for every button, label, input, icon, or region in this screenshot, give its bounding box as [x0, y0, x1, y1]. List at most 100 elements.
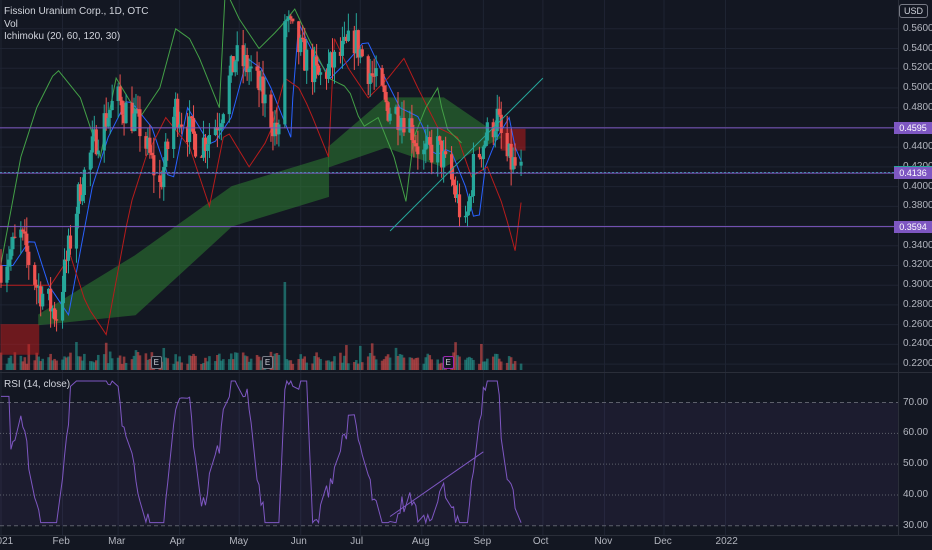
candle-body — [318, 72, 323, 75]
candle-body — [136, 109, 140, 111]
candle-body — [88, 152, 92, 170]
volume-bar — [486, 358, 489, 370]
volume-bar — [249, 358, 253, 370]
rsi-panel — [0, 379, 898, 527]
candle-body — [338, 51, 343, 56]
candle-body — [301, 37, 305, 39]
volume-bar — [247, 361, 251, 370]
earnings-marker[interactable]: E — [150, 356, 162, 369]
earnings-marker[interactable]: E — [442, 356, 454, 369]
volume-bar — [91, 361, 94, 370]
volume-bar — [120, 363, 124, 370]
volume-bar — [214, 361, 217, 370]
candle-body — [64, 259, 69, 261]
candle-body — [465, 211, 470, 216]
rsi-legend[interactable]: RSI (14, close) — [4, 379, 71, 390]
candle-body — [297, 21, 301, 53]
candle-body — [124, 102, 128, 124]
candle-body — [479, 157, 483, 160]
rsi-tick-label: 40.00 — [903, 488, 929, 500]
price-tick-label: 0.4000 — [903, 180, 932, 192]
volume-bar — [472, 359, 475, 370]
candle-body — [249, 66, 253, 69]
volume-legend[interactable]: Vol — [4, 19, 18, 30]
volume-bar — [208, 356, 211, 370]
date-tick-label: Feb — [52, 536, 70, 547]
candle-body — [412, 140, 416, 144]
volume-bar — [245, 356, 249, 370]
candle-body — [269, 94, 273, 128]
volume-bar — [482, 361, 485, 370]
candle-body — [360, 49, 364, 57]
volume-bar — [289, 360, 293, 370]
volume-bar — [102, 354, 106, 370]
candle-body — [305, 49, 309, 71]
candle-body — [291, 18, 295, 22]
candle-body — [96, 150, 100, 155]
candle-body — [7, 259, 11, 267]
volume-bar — [436, 359, 439, 370]
candle-body — [229, 56, 233, 76]
candle-body — [499, 114, 503, 133]
volume-bar — [166, 358, 170, 370]
candle-body — [382, 85, 386, 92]
volume-bar — [317, 357, 320, 370]
trend-line[interactable] — [389, 77, 544, 232]
candle-body — [317, 65, 321, 75]
volume-bar — [202, 362, 205, 370]
rsi-tick-label: 70.00 — [903, 396, 929, 408]
date-tick-label: 2021 — [0, 536, 14, 547]
ichimoku-legend[interactable]: Ichimoku (20, 60, 120, 30) — [4, 31, 121, 42]
volume-bar — [468, 356, 471, 370]
cloud-area — [328, 97, 503, 168]
candle-body — [102, 113, 106, 151]
volume-bar — [132, 355, 136, 370]
volume-bar — [277, 354, 281, 370]
candle-body — [152, 155, 156, 176]
candle-body — [39, 286, 43, 307]
volume-bar — [366, 356, 370, 370]
volume-bar — [146, 359, 150, 370]
candle-body — [398, 129, 402, 131]
volume-bar — [466, 357, 469, 370]
rsi-tick-label: 60.00 — [903, 427, 929, 439]
candle-body — [283, 21, 287, 125]
volume-bar — [345, 345, 348, 370]
candle-body — [132, 113, 136, 132]
volume-bar — [53, 358, 56, 370]
candle-body — [104, 113, 108, 127]
volume-bar — [414, 358, 418, 370]
volume-bar — [39, 361, 42, 370]
candle-body — [118, 86, 122, 101]
candle-body — [110, 100, 114, 111]
volume-bar — [430, 359, 434, 370]
earnings-marker[interactable]: E — [261, 356, 273, 369]
volume-bar — [188, 355, 191, 370]
volume-bar — [511, 363, 515, 370]
candle-body — [493, 131, 497, 138]
volume-bar — [25, 363, 29, 370]
candle-body — [221, 114, 225, 124]
volume-bar — [41, 358, 44, 370]
volume-bar — [134, 350, 138, 370]
volume-bar — [327, 360, 330, 370]
candle-body — [271, 127, 275, 137]
volume-bar — [303, 356, 307, 370]
candle-body — [255, 66, 259, 71]
currency-button[interactable]: USD — [898, 4, 928, 18]
volume-bar — [61, 359, 64, 370]
candle-body — [396, 106, 400, 130]
symbol-title[interactable]: Fission Uranium Corp., 1D, OTC — [4, 6, 149, 17]
price-tick-label: 0.2200 — [903, 358, 932, 370]
volume-bar — [108, 351, 112, 370]
candle-body — [356, 30, 360, 58]
volume-bar — [484, 361, 487, 370]
candle-body — [185, 126, 190, 143]
volume-bar — [200, 363, 203, 370]
volume-bar — [11, 363, 15, 370]
volume-bar — [122, 356, 126, 370]
volume-bar — [458, 356, 461, 370]
candle-body — [513, 157, 517, 166]
date-tick-label: Oct — [532, 536, 549, 547]
